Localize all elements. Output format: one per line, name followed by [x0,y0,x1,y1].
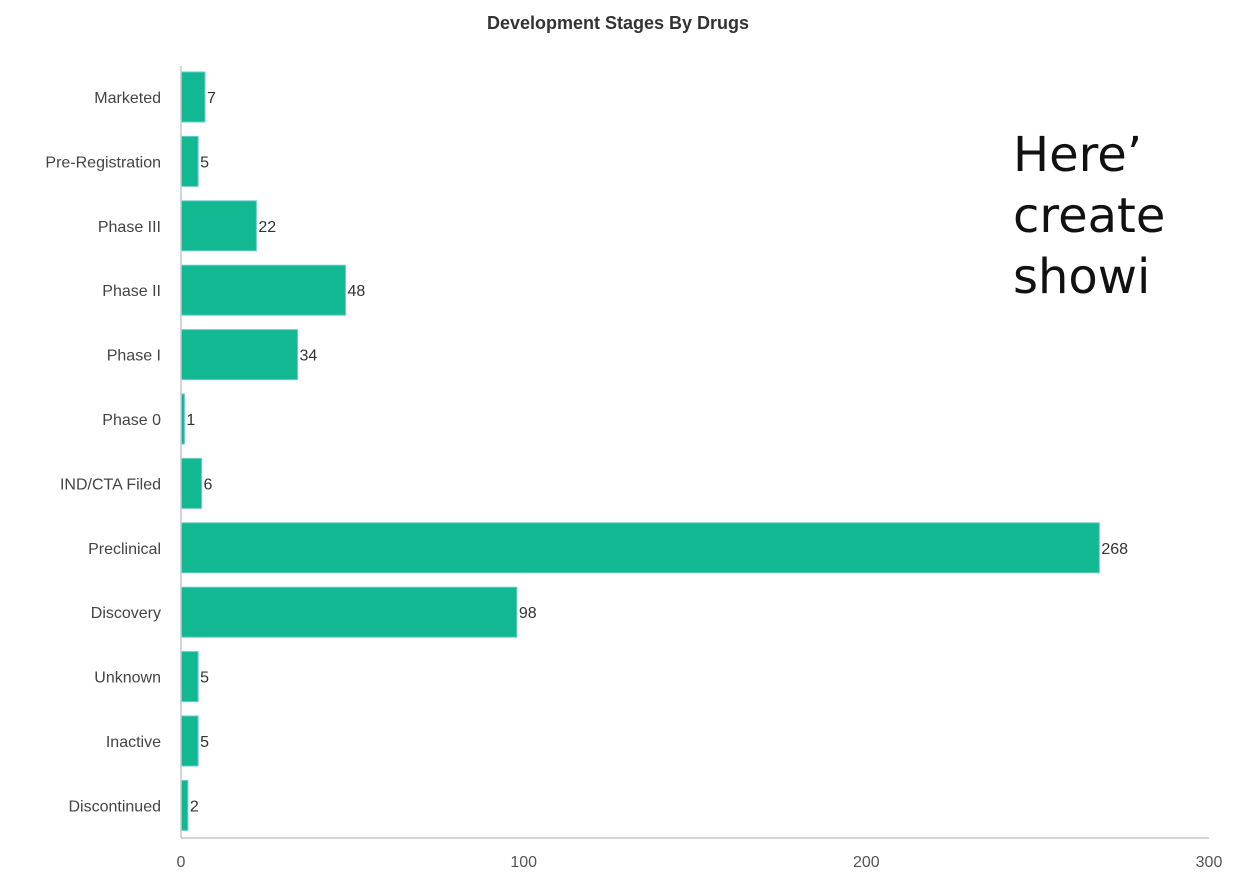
bar [180,586,518,638]
category-label: Phase 0 [102,412,161,429]
x-tick-label: 100 [510,854,537,871]
category-label: Discovery [91,605,161,622]
bar [180,264,346,316]
category-label: Pre-Registration [45,154,161,171]
x-tick-label: 300 [1196,854,1223,871]
data-label: 7 [207,90,216,107]
category-labels: Marketed Pre-Registration Phase III Phase I… [45,90,161,815]
bar [180,715,199,767]
bar [180,71,206,123]
data-label: 5 [200,670,209,687]
bar [180,329,299,381]
overlay-line: create [1013,188,1166,244]
data-label: 268 [1101,541,1128,558]
bar [180,522,1100,574]
data-label: 1 [186,412,195,429]
bar [180,200,257,252]
bar [180,457,203,509]
category-label: Marketed [94,90,161,107]
overlay-caption: Here’ create showi [1013,125,1256,308]
overlay-line: showi [1013,249,1151,305]
category-label: Phase I [107,348,161,365]
data-label: 2 [190,798,199,815]
x-tick-label: 0 [177,854,186,871]
category-label: Phase III [98,219,161,236]
data-label: 98 [519,605,537,622]
x-tick-labels: 0 100 200 300 [177,854,1223,871]
data-label: 5 [200,154,209,171]
overlay-line: Here’ [1013,127,1143,183]
data-label: 22 [258,219,276,236]
chart-title: Development Stages By Drugs [487,13,749,33]
data-labels: 7 5 22 48 34 1 6 268 98 5 5 2 [186,90,1128,815]
bar [180,779,189,831]
category-label: Phase II [102,283,161,300]
bars-layer [180,71,1100,831]
category-label: Inactive [106,734,161,751]
data-label: 48 [347,283,365,300]
bar [180,651,199,703]
category-label: IND/CTA Filed [60,476,161,493]
data-label: 6 [204,476,213,493]
bar [180,135,199,187]
category-label: Unknown [94,670,161,687]
data-label: 34 [300,348,318,365]
category-label: Discontinued [69,798,162,815]
category-label: Preclinical [88,541,161,558]
data-label: 5 [200,734,209,751]
x-tick-label: 200 [853,854,880,871]
